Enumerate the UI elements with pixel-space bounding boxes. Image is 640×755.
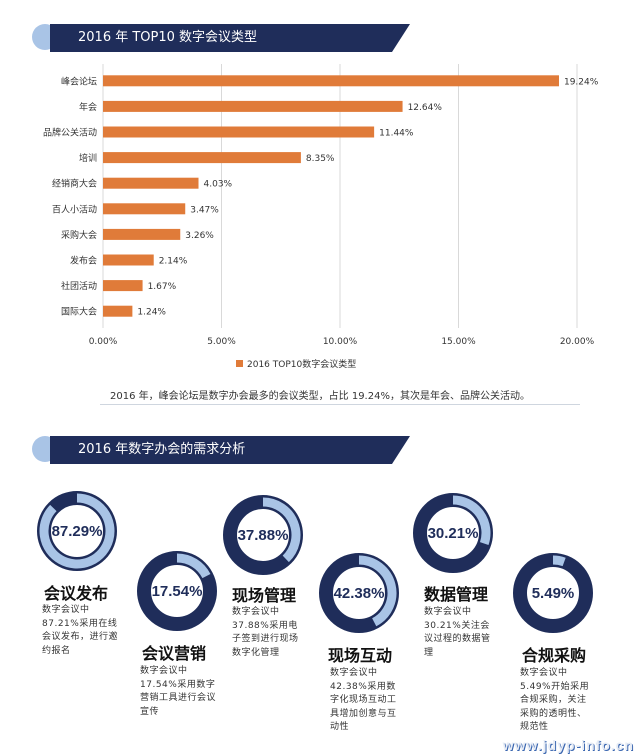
- value-label: 4.03%: [204, 180, 233, 190]
- value-label: 1.67%: [148, 282, 177, 292]
- value-label: 3.26%: [185, 231, 214, 241]
- bar: [103, 75, 559, 87]
- category-label: 年会: [79, 101, 97, 113]
- donut-center: [334, 568, 384, 618]
- value-label: 1.24%: [137, 308, 166, 318]
- donut-4: 42.38%: [318, 552, 400, 634]
- donut-center: [428, 508, 478, 558]
- donut-1: 87.29%: [36, 490, 118, 572]
- donut-arc: [176, 553, 211, 579]
- donut-center: [52, 506, 102, 556]
- category-label: 发布会: [70, 255, 97, 267]
- donut-ring: [513, 553, 593, 633]
- donut-arc: [552, 555, 566, 567]
- legend-swatch: [236, 360, 243, 367]
- x-tick-label: 20.00%: [560, 337, 595, 347]
- donut-ring: [223, 495, 303, 575]
- x-tick-label: 0.00%: [89, 337, 118, 347]
- banner-1-shape: [50, 24, 410, 52]
- category-label: 培训: [79, 152, 97, 164]
- bar: [103, 152, 301, 164]
- category-label: 社团活动: [61, 280, 97, 292]
- donut-ring: [319, 553, 399, 633]
- value-label: 2.14%: [159, 257, 188, 267]
- donut-arc: [452, 495, 491, 546]
- legend-label: 2016 TOP10数字会议类型: [247, 358, 356, 370]
- donut-5: 30.21%: [412, 492, 494, 574]
- value-label: 3.47%: [190, 205, 219, 215]
- donut-ring: [413, 493, 493, 573]
- category-label: 百人小活动: [52, 203, 97, 215]
- bar: [103, 254, 154, 266]
- value-label: 8.35%: [306, 154, 335, 164]
- chart-caption: 2016 年，峰会论坛是数字办会最多的会议类型，占比 19.24%，其次是年会、…: [110, 391, 530, 402]
- bar: [103, 305, 133, 317]
- section-1-banner: 2016 年 TOP10 数字会议类型: [38, 24, 410, 52]
- value-label: 12.64%: [408, 103, 443, 113]
- demand-title: 会议发布: [44, 584, 109, 603]
- donut-percent: 17.54%: [151, 582, 203, 600]
- demand-description: 数字会议中42.38%采用数字化现场互动工具增加创意与互动性: [330, 668, 397, 732]
- donut-percent: 30.21%: [427, 524, 479, 542]
- x-tick-label: 10.00%: [323, 337, 358, 347]
- demand-description: 数字会议中37.88%采用电子签到进行现场数字化管理: [232, 607, 299, 658]
- donut-center: [152, 566, 202, 616]
- category-label: 峰会论坛: [61, 75, 97, 87]
- donut-3: 37.88%: [222, 494, 304, 576]
- value-label: 19.24%: [564, 77, 599, 87]
- demand-description: 数字会议中5.49%开始采用合规采购，关注采购的透明性、规范性: [520, 668, 590, 732]
- demand-title: 合规采购: [522, 646, 587, 665]
- donut-percent: 42.38%: [333, 584, 385, 602]
- demand-title: 现场管理: [232, 586, 297, 605]
- category-label: 国际大会: [61, 306, 97, 318]
- section-2-title: 2016 年数字办会的需求分析: [78, 442, 246, 457]
- bar: [103, 100, 403, 112]
- caption-divider: [100, 404, 580, 405]
- x-tick-label: 5.00%: [207, 337, 236, 347]
- banner-2-shape: [50, 436, 410, 464]
- donut-percent: 87.29%: [51, 522, 103, 540]
- bar: [103, 228, 181, 240]
- bar-chart: 0.00% 5.00% 10.00% 15.00% 20.00% 峰会论坛 19.24% 年会…: [43, 64, 599, 370]
- donut-arc: [39, 493, 115, 569]
- demand-title: 现场互动: [328, 646, 393, 665]
- donut-2: 17.54%: [136, 550, 218, 632]
- category-label: 品牌公关活动: [43, 127, 97, 139]
- section-1-title: 2016 年 TOP10 数字会议类型: [78, 30, 258, 45]
- donut-center: [238, 510, 288, 560]
- demand-title: 数据管理: [424, 585, 489, 604]
- donut-percent: 5.49%: [531, 584, 575, 602]
- demand-description: 数字会议中87.21%采用在线会议发布，进行邀约报名: [42, 605, 119, 656]
- bar: [103, 126, 375, 138]
- category-label: 经销商大会: [52, 178, 97, 190]
- demand-description: 数字会议中30.21%关注会议过程的数据管理: [424, 607, 491, 658]
- x-tick-label: 15.00%: [441, 337, 476, 347]
- bar: [103, 280, 143, 292]
- demand-description: 数字会议中17.54%采用数字营销工具进行会议宣传: [140, 666, 217, 717]
- section-2-banner: 2016 年数字办会的需求分析: [38, 436, 410, 464]
- demand-title: 会议营销: [142, 644, 207, 663]
- donut-ring: [37, 491, 117, 571]
- bar: [103, 203, 186, 215]
- donut-arc: [262, 497, 301, 563]
- donut-center: [528, 568, 578, 618]
- donut-arc: [358, 555, 397, 627]
- donut-percent: 37.88%: [237, 526, 289, 544]
- donut-6: 5.49%: [512, 552, 594, 634]
- donut-ring: [137, 551, 217, 631]
- value-label: 11.44%: [379, 129, 414, 139]
- bar: [103, 177, 199, 189]
- category-label: 采购大会: [61, 229, 97, 241]
- watermark: www.jdyp-info.cn: [502, 737, 634, 753]
